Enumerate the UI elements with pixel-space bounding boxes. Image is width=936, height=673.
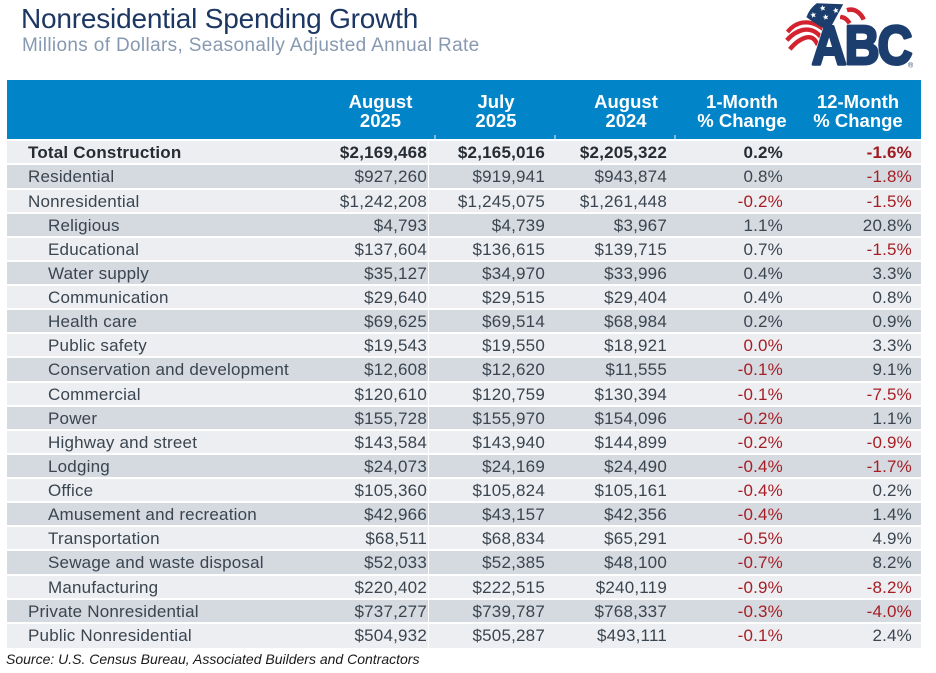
svg-text:®: ® [908, 62, 914, 70]
svg-text:ABC: ABC [812, 14, 912, 70]
